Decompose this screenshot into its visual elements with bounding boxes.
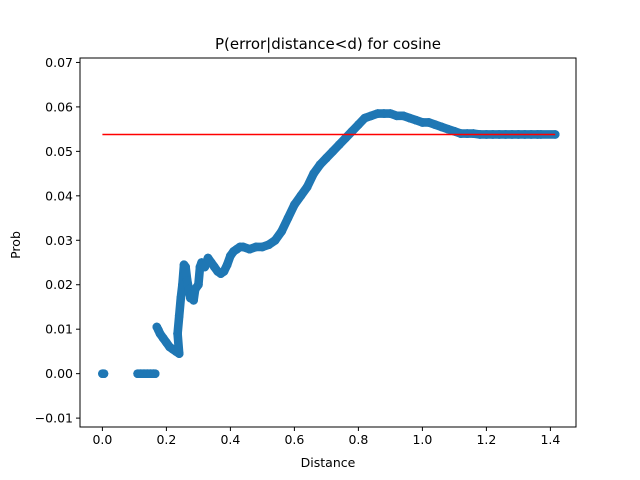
x-axis-label: Distance	[301, 455, 356, 470]
y-tick-label: 0.01	[45, 322, 73, 337]
y-tick-label: 0.07	[45, 55, 73, 70]
y-tick-label: 0.02	[45, 277, 73, 292]
x-tick-label: 0.4	[220, 432, 240, 447]
y-tick-label: 0.03	[45, 233, 73, 248]
y-tick-label: 0.05	[45, 144, 73, 159]
x-tick-label: 0.8	[348, 432, 368, 447]
y-tick-label: 0.06	[45, 99, 73, 114]
x-tick-label: 1.2	[476, 432, 496, 447]
axes: 0.0 0.2 0.4 0.6 0.8 1.0 1.2 1.4 −0.01 0.00 0.01 0.0…	[35, 55, 577, 447]
y-tick-label: 0.04	[45, 188, 73, 203]
x-tick-label: 0.0	[92, 432, 112, 447]
plot-area	[98, 109, 560, 378]
x-tick-label: 0.6	[284, 432, 304, 447]
x-tick-label: 1.4	[540, 432, 560, 447]
x-tick-label: 1.0	[412, 432, 432, 447]
y-tick-label: −0.01	[35, 411, 73, 426]
axes-frame	[79, 57, 577, 428]
x-tick-label: 0.2	[156, 432, 176, 447]
y-axis-label: Prob	[8, 231, 23, 259]
y-tick-label: 0.00	[45, 366, 73, 381]
chart-title: P(error|distance<d) for cosine	[215, 35, 441, 53]
